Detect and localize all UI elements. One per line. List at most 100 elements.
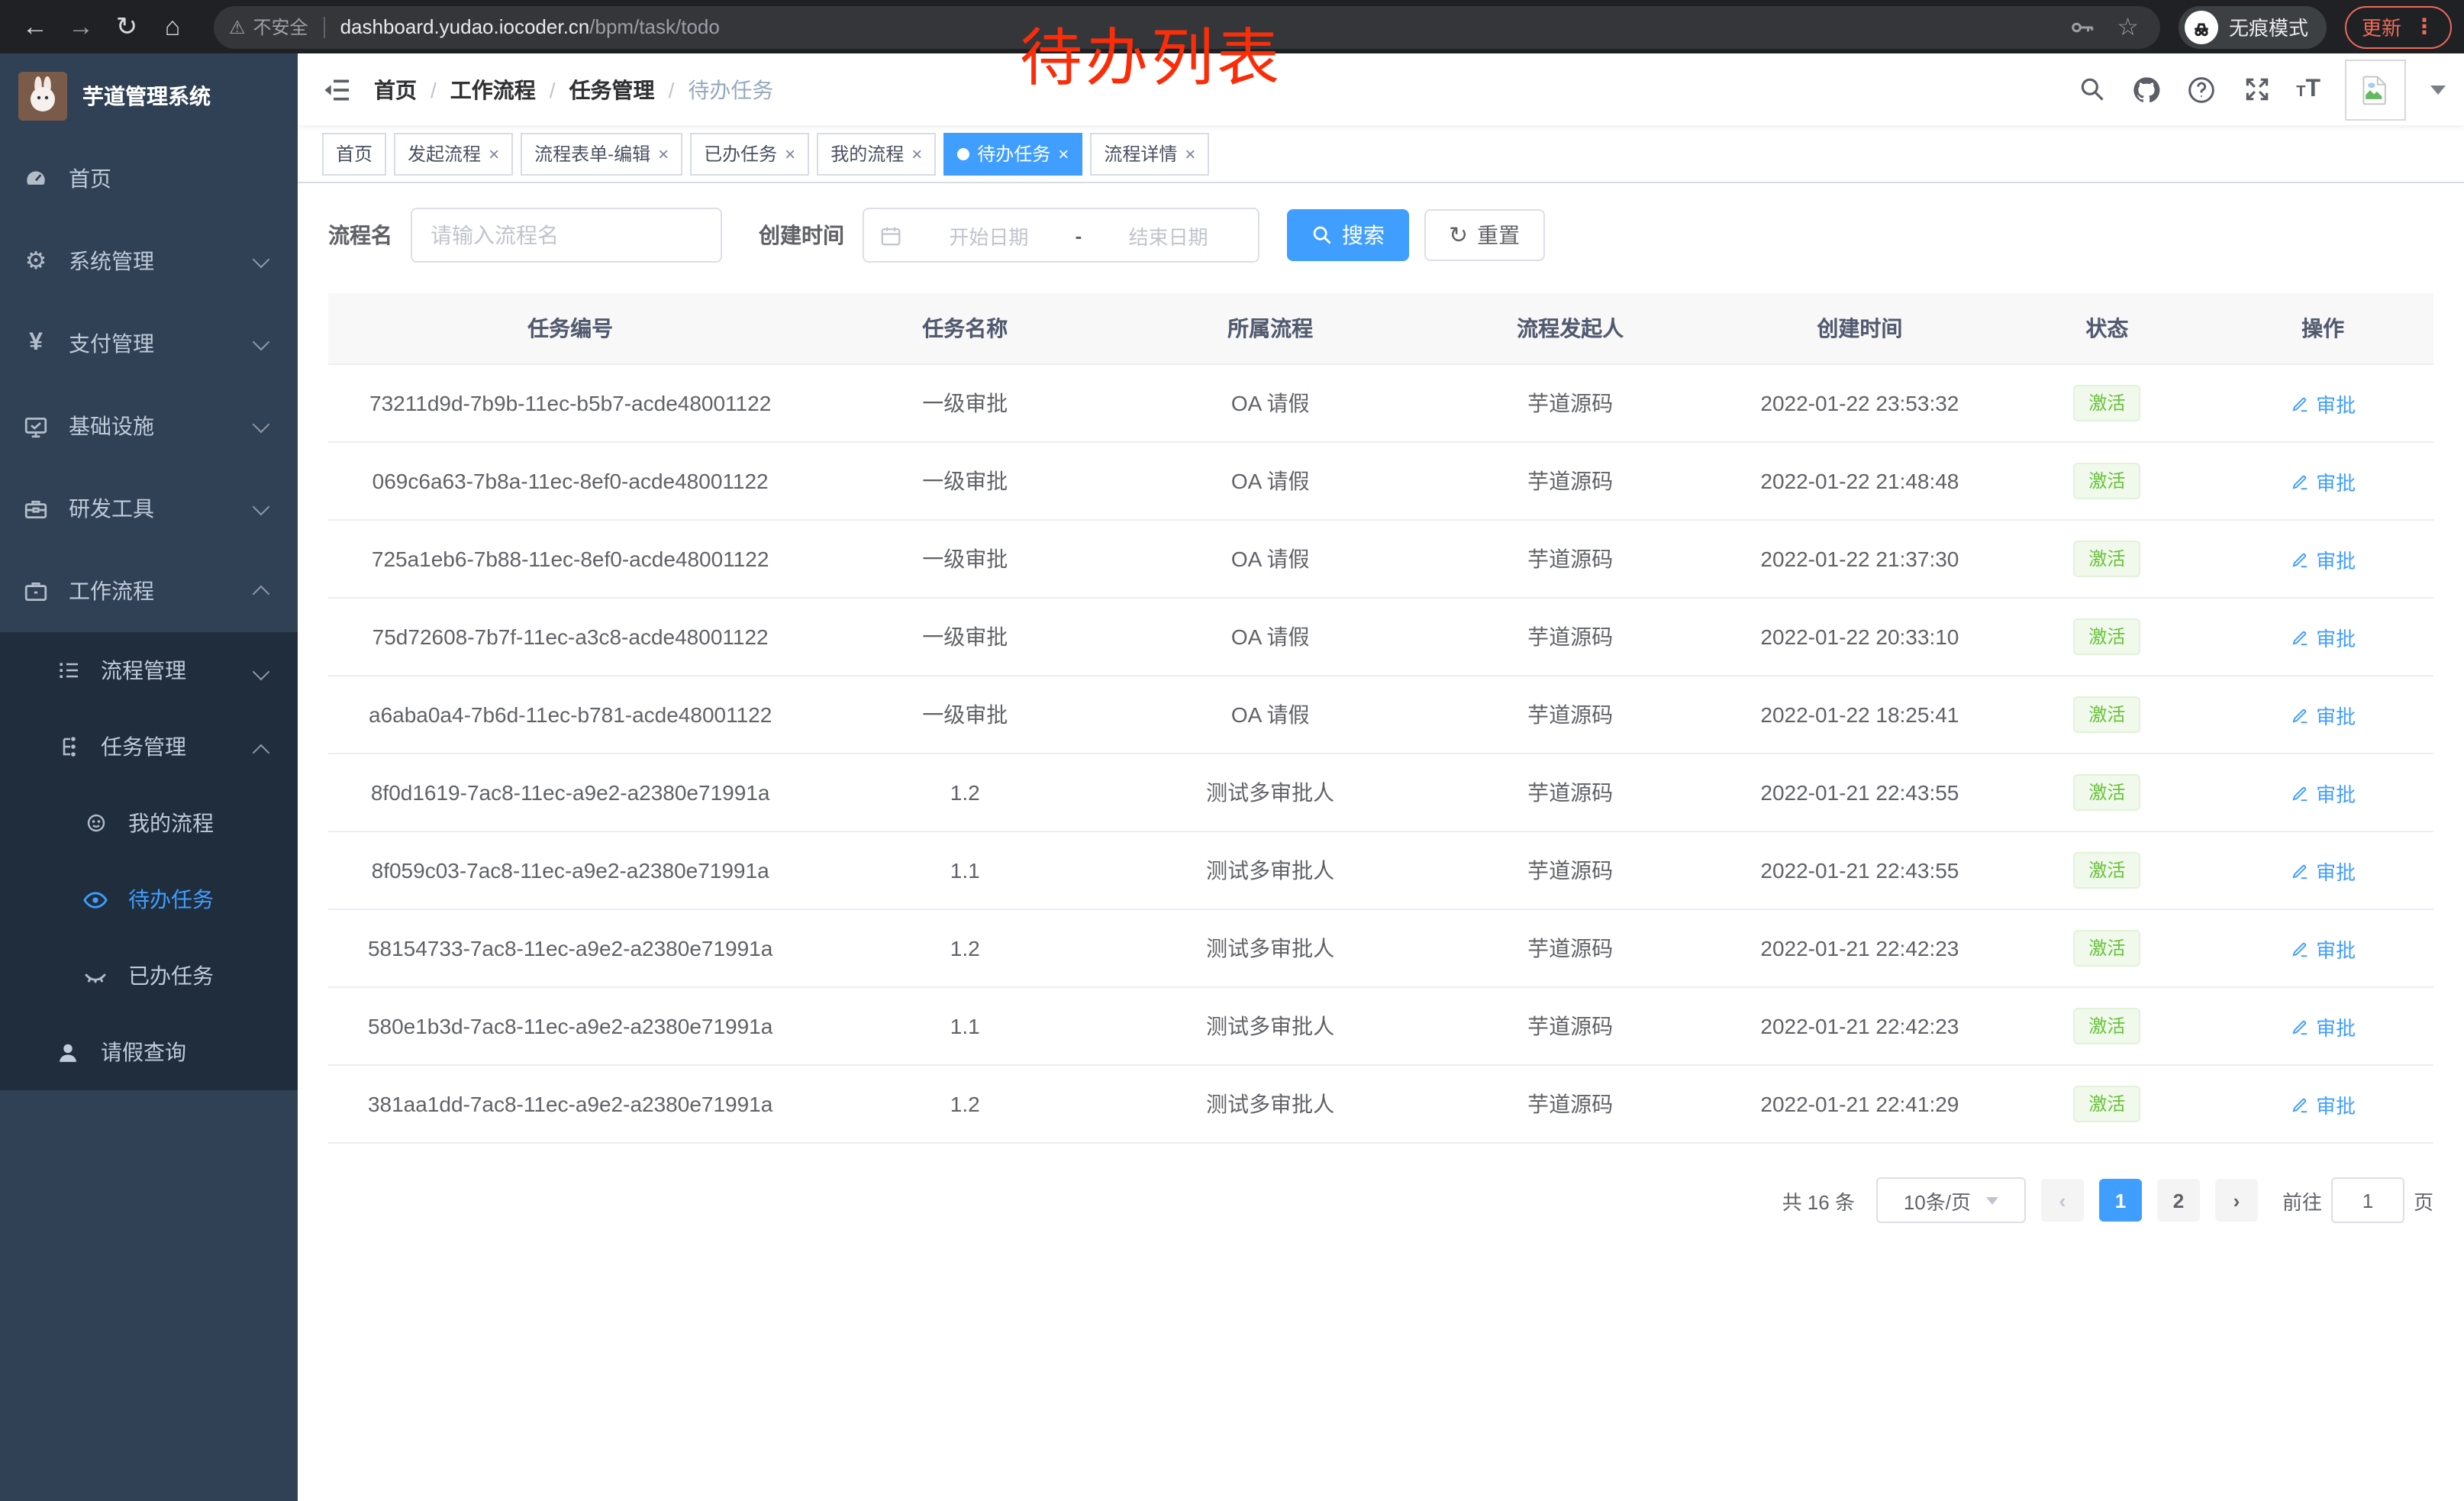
bookmark-star-icon[interactable]: ☆: [2117, 15, 2139, 40]
table-row: 75d72608-7b7f-11ec-a3c8-acde48001122 一级审批…: [328, 598, 2433, 676]
cell-actions: 审批: [2212, 676, 2433, 754]
approve-link[interactable]: 审批: [2290, 466, 2356, 495]
table-row: 381aa1dd-7ac8-11ec-a9e2-a2380e71991a 1.2 测…: [328, 1065, 2433, 1144]
page-size-select[interactable]: 10条/页: [1875, 1177, 2026, 1223]
address-bar[interactable]: ⚠ 不安全 dashboard.yudao.iocoder.cn/bpm/tas…: [214, 5, 2160, 48]
close-icon[interactable]: ×: [785, 143, 796, 164]
sidebar-item-leave-query[interactable]: 请假查询: [0, 1014, 298, 1090]
sidebar-item-home[interactable]: 首页: [0, 137, 298, 220]
sidebar-item-payment[interactable]: ¥ 支付管理: [0, 302, 298, 385]
sidebar-item-label: 系统管理: [69, 249, 154, 273]
yen-icon: ¥: [29, 330, 43, 356]
chevron-down-icon: [252, 250, 270, 269]
monitor-icon: [23, 413, 49, 439]
sidebar-item-infrastructure[interactable]: 基础设施: [0, 385, 298, 467]
close-icon[interactable]: ×: [489, 143, 500, 164]
breadcrumb-workflow[interactable]: 工作流程: [450, 77, 536, 102]
approve-link[interactable]: 审批: [2290, 622, 2356, 651]
sidebar-item-process-management[interactable]: 流程管理: [0, 632, 298, 709]
cell-status: 激活: [2001, 754, 2213, 832]
table-row: 580e1b3d-7ac8-11ec-a9e2-a2380e71991a 1.1 测…: [328, 987, 2433, 1066]
close-icon[interactable]: ×: [911, 143, 923, 164]
status-badge: 激活: [2073, 852, 2141, 889]
sidebar-item-system[interactable]: ⚙ 系统管理: [0, 220, 298, 302]
page-button-1[interactable]: 1: [2098, 1179, 2142, 1222]
prev-page-button[interactable]: ‹: [2040, 1179, 2084, 1222]
approve-link[interactable]: 审批: [2290, 1089, 2356, 1118]
status-badge: 激活: [2073, 463, 2141, 499]
cell-actions: 审批: [2212, 909, 2433, 988]
approve-link[interactable]: 审批: [2290, 1012, 2356, 1041]
date-range-picker[interactable]: 开始日期 - 结束日期: [863, 208, 1259, 263]
sidebar-item-dev-tools[interactable]: 研发工具: [0, 467, 298, 550]
help-icon[interactable]: [2186, 74, 2217, 105]
hamburger-icon[interactable]: [322, 74, 353, 105]
fullscreen-icon[interactable]: [2241, 74, 2272, 105]
approve-link[interactable]: 审批: [2290, 934, 2356, 963]
key-icon[interactable]: [2068, 13, 2095, 40]
search-button[interactable]: 搜索: [1287, 209, 1409, 261]
edit-pencil-icon: [2292, 786, 2308, 801]
reset-button[interactable]: ↻ 重置: [1424, 209, 1545, 261]
browser-home-button[interactable]: ⌂: [164, 11, 181, 40]
browser-back-button[interactable]: ←: [22, 11, 48, 40]
close-icon[interactable]: ×: [658, 143, 669, 164]
avatar[interactable]: [2345, 59, 2406, 120]
breadcrumb-current: 待办任务: [688, 77, 774, 102]
cell-starter: 芋道源码: [1423, 987, 1718, 1066]
app-logo-row[interactable]: 芋道管理系统: [0, 53, 298, 137]
browser-update-button[interactable]: 更新 ⋮: [2344, 5, 2452, 48]
cell-task-name: 1.2: [812, 1065, 1118, 1144]
tab-home[interactable]: 首页: [322, 132, 387, 175]
close-icon[interactable]: ×: [1185, 143, 1196, 164]
close-icon[interactable]: ×: [1058, 143, 1069, 164]
approve-link[interactable]: 审批: [2290, 544, 2356, 573]
tab-start-process[interactable]: 发起流程 ×: [394, 132, 514, 175]
tab-done-tasks[interactable]: 已办任务 ×: [690, 132, 810, 175]
approve-link[interactable]: 审批: [2290, 700, 2356, 729]
cell-task-name: 一级审批: [812, 520, 1118, 599]
cell-task-name: 1.1: [812, 987, 1118, 1066]
sidebar-item-todo-tasks[interactable]: 待办任务: [0, 861, 298, 938]
col-create-time: 创建时间: [1717, 293, 2002, 365]
page-button-2[interactable]: 2: [2156, 1179, 2200, 1222]
cell-process: OA 请假: [1118, 598, 1424, 676]
breadcrumb-task-management[interactable]: 任务管理: [569, 77, 655, 102]
task-table-body: 73211d9d-7b9b-11ec-b5b7-acde48001122 一级审批…: [328, 364, 2433, 1144]
next-page-button[interactable]: ›: [2214, 1179, 2258, 1222]
tab-my-process[interactable]: 我的流程 ×: [817, 132, 937, 175]
approve-link[interactable]: 审批: [2290, 856, 2356, 885]
cell-task-name: 一级审批: [812, 442, 1118, 521]
browser-forward-button[interactable]: →: [68, 11, 94, 40]
table-row: 73211d9d-7b9b-11ec-b5b7-acde48001122 一级审批…: [328, 364, 2433, 443]
tag-view-bar: 首页 发起流程 × 流程表单-编辑 × 已办任务 × 我的流程 × 待办任务 × 流程详情…: [298, 125, 2464, 183]
filter-form: 流程名 创建时间 开始日期 - 结束日期 搜索 ↻ 重置: [298, 183, 2464, 281]
github-icon[interactable]: [2131, 74, 2162, 105]
sidebar-item-done-tasks[interactable]: 已办任务: [0, 938, 298, 1014]
search-icon[interactable]: [2076, 74, 2107, 105]
cell-create-time: 2022-01-21 22:42:23: [1717, 909, 2002, 988]
toolbox-icon: [23, 495, 49, 521]
workflow-submenu: 流程管理 任务管理 我的流程: [0, 632, 298, 1090]
edit-pencil-icon: [2292, 630, 2308, 645]
sidebar-item-task-management[interactable]: 任务管理: [0, 709, 298, 785]
tab-process-detail[interactable]: 流程详情 ×: [1090, 132, 1210, 175]
browser-menu-icon[interactable]: ⋮: [2414, 14, 2435, 38]
sidebar-item-label: 流程管理: [101, 658, 186, 683]
browser-reload-button[interactable]: ↻: [115, 11, 138, 40]
approve-link[interactable]: 审批: [2290, 778, 2356, 807]
goto-page-input[interactable]: [2330, 1177, 2404, 1223]
breadcrumb-home[interactable]: 首页: [374, 77, 417, 102]
tab-todo-tasks[interactable]: 待办任务 ×: [943, 132, 1083, 175]
edit-pencil-icon: [2292, 474, 2308, 489]
approve-link[interactable]: 审批: [2290, 389, 2356, 418]
sidebar-item-my-process[interactable]: 我的流程: [0, 785, 298, 861]
process-name-input[interactable]: [411, 208, 722, 263]
cell-starter: 芋道源码: [1423, 598, 1718, 676]
edit-pencil-icon: [2292, 941, 2308, 957]
sidebar-item-workflow[interactable]: 工作流程: [0, 550, 298, 632]
cell-actions: 审批: [2212, 598, 2433, 676]
tab-process-form-edit[interactable]: 流程表单-编辑 ×: [521, 132, 683, 175]
avatar-caret-icon[interactable]: [2430, 85, 2446, 94]
